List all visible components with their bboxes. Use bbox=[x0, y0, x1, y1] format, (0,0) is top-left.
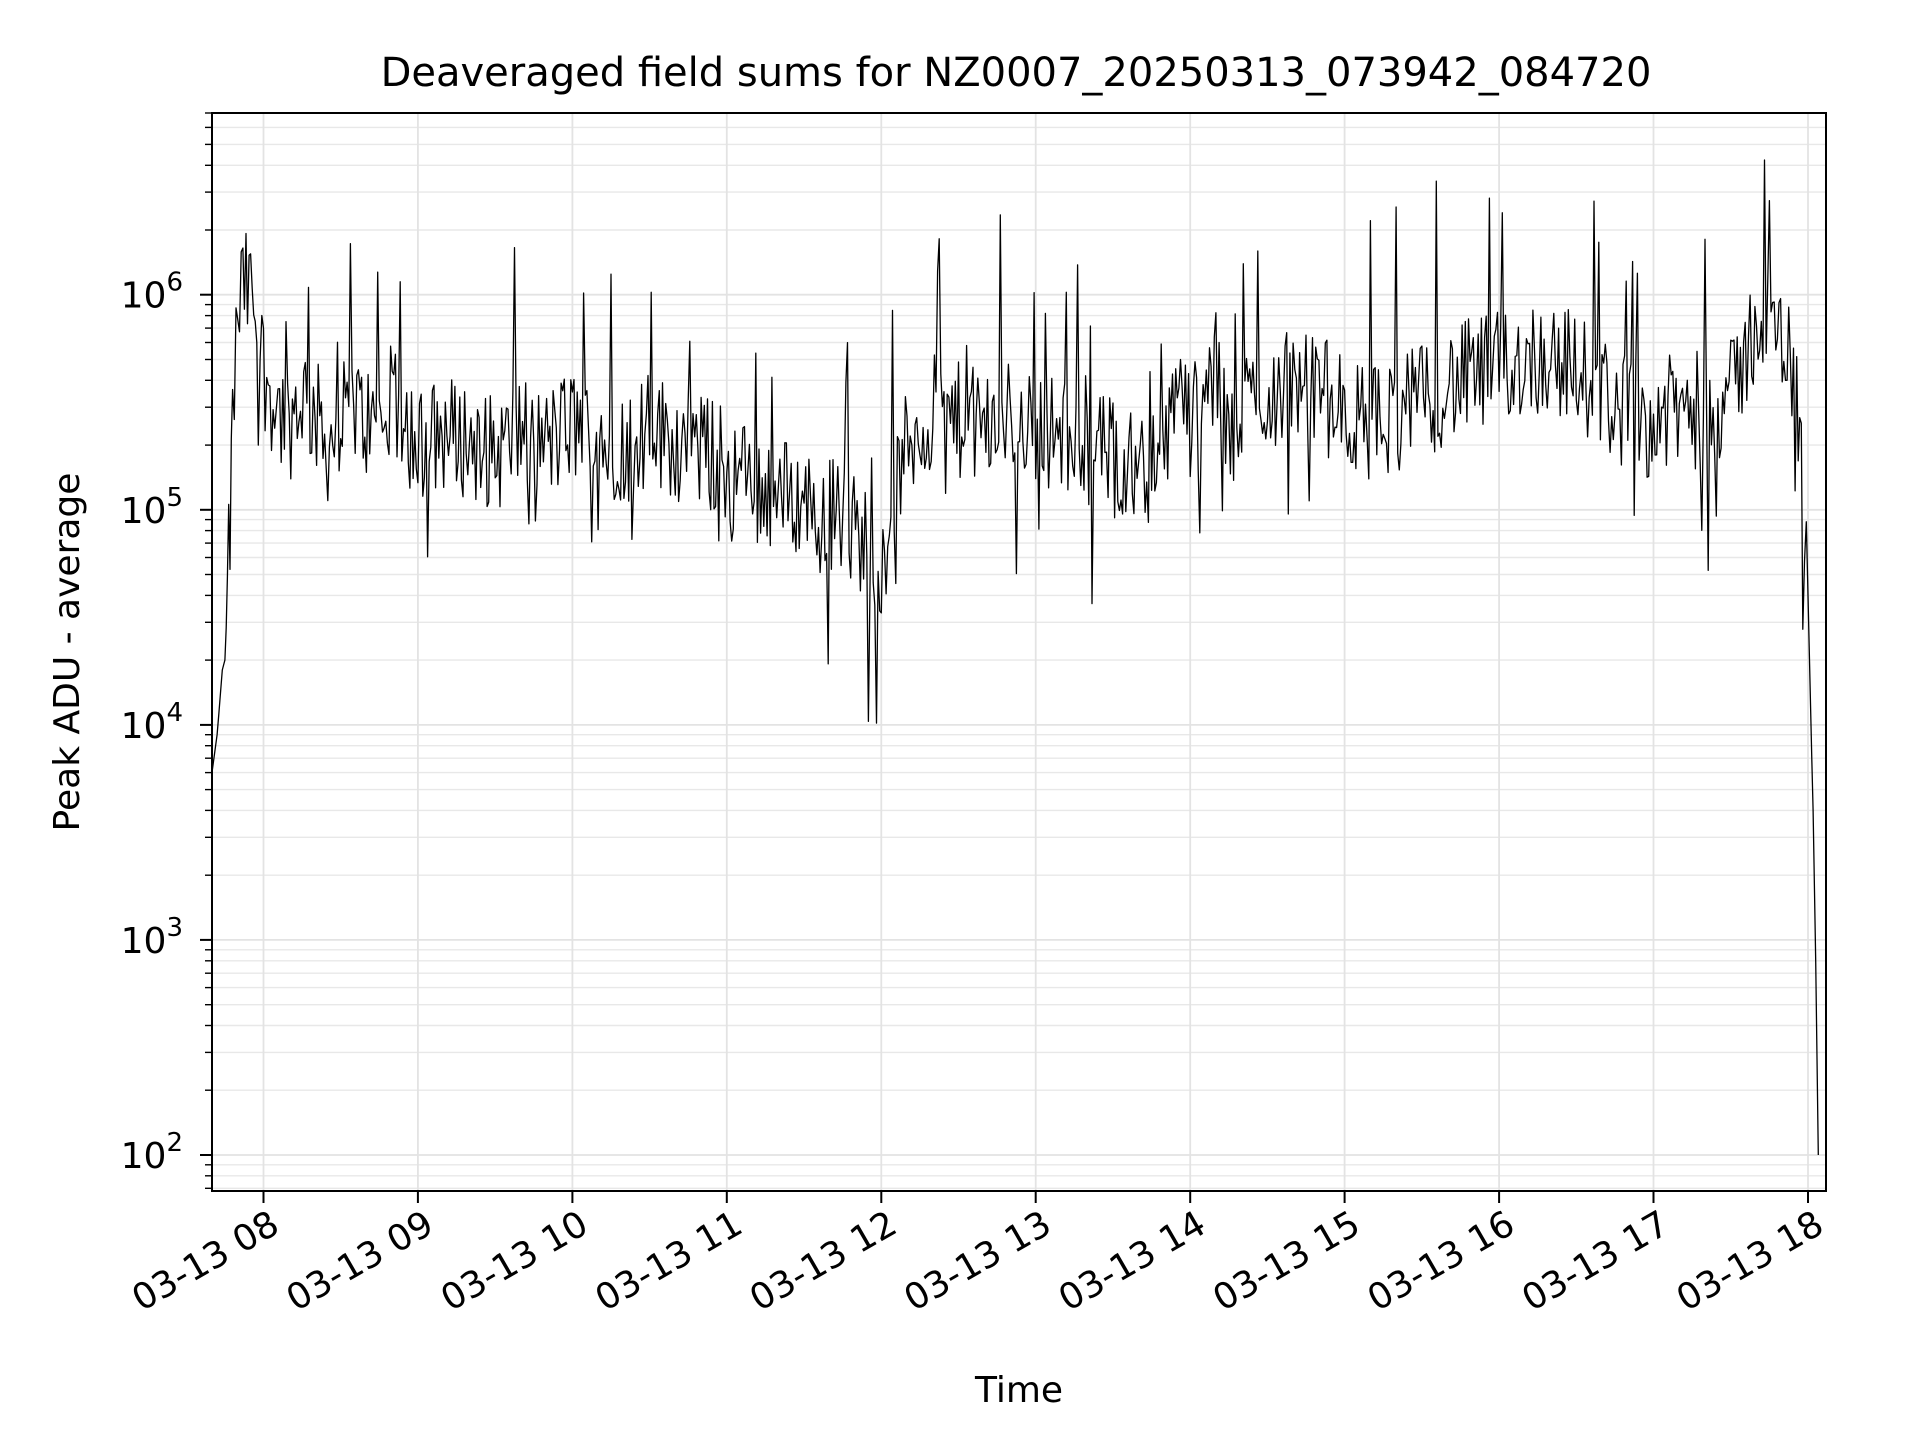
x-tick-label: 03-13 13 bbox=[898, 1203, 1059, 1319]
x-tick-label: 03-13 14 bbox=[1052, 1203, 1213, 1319]
grid bbox=[212, 112, 1826, 1191]
y-tick-label: 104 bbox=[121, 698, 183, 747]
x-tick-label: 03-13 10 bbox=[434, 1203, 595, 1319]
plot-frame bbox=[211, 112, 1827, 1192]
y-tick-label: 102 bbox=[121, 1128, 183, 1177]
x-tick-label: 03-13 17 bbox=[1515, 1203, 1676, 1319]
y-tick-label: 105 bbox=[121, 483, 183, 532]
y-tick-label: 106 bbox=[121, 268, 183, 317]
x-tick-label: 03-13 12 bbox=[743, 1203, 904, 1319]
series-line bbox=[211, 159, 1819, 1156]
x-tick-label: 03-13 09 bbox=[280, 1203, 441, 1319]
chart-title: Deaveraged field sums for NZ0007_2025031… bbox=[381, 50, 1652, 96]
y-axis: 102 103 104 105 106 bbox=[121, 112, 212, 1190]
x-tick-label: 03-13 16 bbox=[1361, 1203, 1522, 1319]
x-tick-label: 03-13 11 bbox=[589, 1203, 750, 1319]
x-tick-label: 03-13 18 bbox=[1670, 1203, 1831, 1319]
y-tick-label: 103 bbox=[121, 913, 183, 962]
x-tick-label: 03-13 08 bbox=[125, 1203, 286, 1319]
x-tick-label: 03-13 15 bbox=[1206, 1203, 1367, 1319]
x-axis-label: Time bbox=[974, 1370, 1063, 1411]
y-axis-label: Peak ADU - average bbox=[47, 473, 88, 832]
